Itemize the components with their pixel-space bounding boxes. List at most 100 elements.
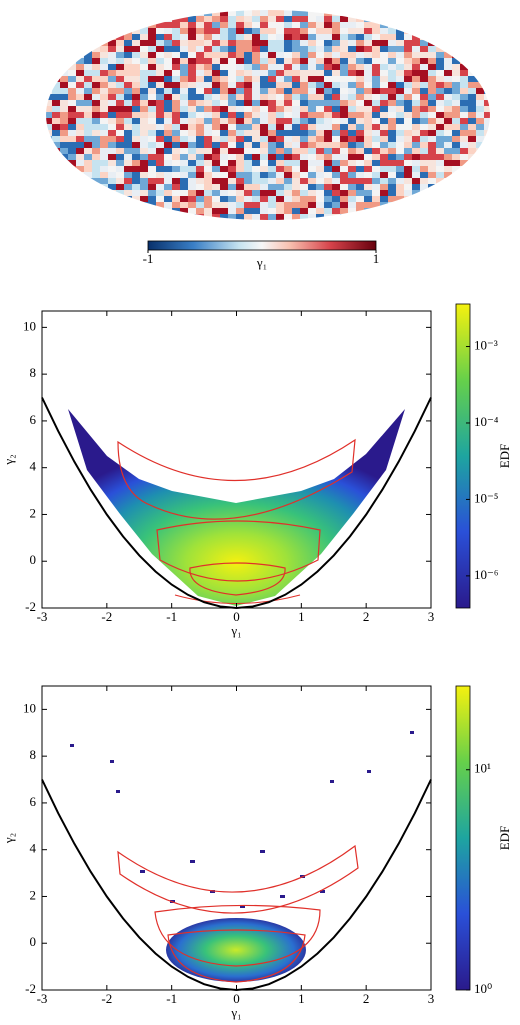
map-cell: [380, 88, 388, 94]
map-cell: [348, 184, 356, 190]
map-cell: [444, 100, 452, 106]
map-cell: [100, 88, 108, 94]
map-cell: [68, 52, 76, 58]
map-cell: [460, 10, 468, 16]
map-cell: [236, 40, 244, 46]
x-axis-label: γ₁: [230, 623, 241, 638]
map-cell: [172, 196, 180, 202]
map-cell: [108, 88, 116, 94]
map-cell: [468, 172, 476, 178]
map-cell: [428, 10, 436, 16]
map-cell: [316, 82, 324, 88]
map-cell: [188, 208, 196, 214]
map-cell: [396, 160, 404, 166]
map-cell: [268, 22, 276, 28]
map-cell: [340, 70, 348, 76]
map-cell: [76, 160, 84, 166]
map-cell: [404, 82, 412, 88]
map-cell: [284, 40, 292, 46]
map-cell: [196, 220, 204, 226]
map-cell: [460, 16, 468, 22]
map-cell: [444, 22, 452, 28]
map-cell: [268, 10, 276, 16]
map-cell: [236, 118, 244, 124]
map-cell: [68, 130, 76, 136]
y-axis-label: γ₂: [1, 833, 16, 844]
map-cell: [52, 214, 60, 220]
map-cell: [324, 52, 332, 58]
map-cell: [316, 10, 324, 16]
map-cell: [380, 40, 388, 46]
map-cell: [316, 202, 324, 208]
map-cell: [164, 166, 172, 172]
map-cell: [100, 28, 108, 34]
map-cell: [348, 208, 356, 214]
map-cell: [132, 70, 140, 76]
map-cell: [252, 172, 260, 178]
map-cell: [220, 214, 228, 220]
map-cell: [436, 112, 444, 118]
map-cell: [196, 124, 204, 130]
map-cell: [46, 112, 52, 118]
map-cell: [364, 166, 372, 172]
x-tick-label: 0: [233, 609, 240, 624]
map-cell: [308, 22, 316, 28]
map-cell: [284, 34, 292, 40]
map-cell: [372, 136, 380, 142]
map-cell: [292, 82, 300, 88]
map-cell: [260, 202, 268, 208]
map-cell: [92, 16, 100, 22]
map-cell: [420, 130, 428, 136]
map-cell: [380, 112, 388, 118]
map-cell: [484, 166, 490, 172]
map-cell: [428, 118, 436, 124]
map-cell: [84, 94, 92, 100]
map-cell: [412, 130, 420, 136]
map-cell: [220, 190, 228, 196]
map-cell: [388, 118, 396, 124]
map-cell: [252, 64, 260, 70]
map-cell: [452, 22, 460, 28]
map-cell: [244, 106, 252, 112]
map-cell: [476, 100, 484, 106]
map-cell: [252, 118, 260, 124]
map-cell: [420, 52, 428, 58]
map-cell: [196, 16, 204, 22]
map-cell: [436, 82, 444, 88]
map-cell: [156, 58, 164, 64]
map-cell: [100, 124, 108, 130]
map-cell: [484, 124, 490, 130]
map-cell: [324, 196, 332, 202]
map-cell: [124, 88, 132, 94]
map-cell: [388, 208, 396, 214]
map-cell: [116, 196, 124, 202]
map-cell: [292, 10, 300, 16]
map-cell: [76, 124, 84, 130]
map-cell: [340, 178, 348, 184]
map-cell: [236, 46, 244, 52]
map-cell: [108, 34, 116, 40]
contour: [189, 562, 286, 596]
map-cell: [348, 106, 356, 112]
map-cell: [436, 208, 444, 214]
map-cell: [292, 190, 300, 196]
map-cell: [268, 112, 276, 118]
map-cell: [348, 10, 356, 16]
map-cell: [276, 208, 284, 214]
map-cell: [60, 154, 68, 160]
map-cell: [324, 22, 332, 28]
colorbar-label: γ₁: [256, 255, 267, 270]
map-cell: [292, 34, 300, 40]
map-cell: [196, 58, 204, 64]
map-cell: [52, 64, 60, 70]
map-cell: [68, 142, 76, 148]
map-cell: [276, 124, 284, 130]
map-cell: [412, 190, 420, 196]
map-cell: [404, 202, 412, 208]
map-cell: [340, 112, 348, 118]
map-cell: [156, 172, 164, 178]
map-cell: [204, 100, 212, 106]
map-cell: [132, 172, 140, 178]
map-cell: [300, 58, 308, 64]
map-cell: [116, 28, 124, 34]
